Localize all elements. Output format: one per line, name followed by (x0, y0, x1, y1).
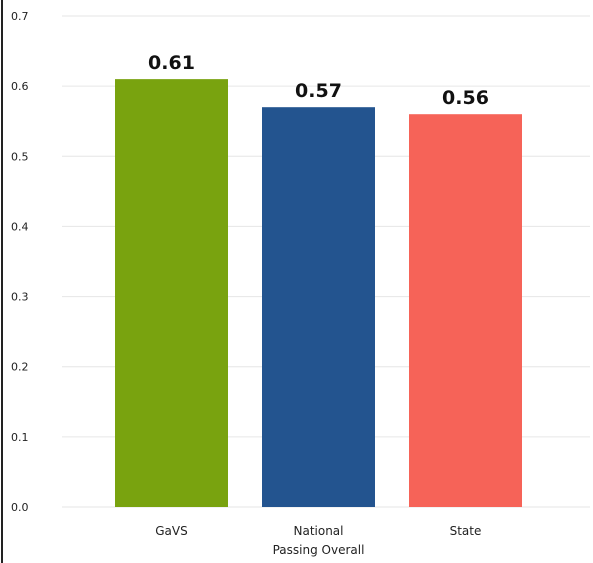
bar (262, 107, 375, 507)
y-tick-label: 0.6 (11, 80, 29, 93)
category-label: GaVS (155, 524, 187, 538)
bars (115, 79, 522, 507)
y-tick-label: 0.5 (11, 150, 29, 163)
data-labels: 0.61 0.57 0.56 (148, 52, 489, 109)
y-tick-label: 0.3 (11, 291, 29, 304)
y-tick-label: 0.1 (11, 431, 29, 444)
bar (115, 79, 228, 507)
data-label: 0.56 (442, 87, 489, 109)
x-axis-category-labels: GaVS National Passing Overall State (155, 524, 481, 557)
y-tick-label: 0.4 (11, 220, 29, 233)
y-axis-tick-labels: 0.0 0.1 0.2 0.3 0.4 0.5 0.6 0.7 (11, 10, 29, 514)
y-tick-label: 0.0 (11, 501, 29, 514)
data-label: 0.57 (295, 80, 342, 102)
y-tick-label: 0.2 (11, 361, 29, 374)
category-label: State (450, 524, 482, 538)
y-tick-label: 0.7 (11, 10, 29, 23)
data-label: 0.61 (148, 52, 195, 74)
category-label: National Passing Overall (273, 524, 365, 557)
bar (409, 114, 522, 507)
